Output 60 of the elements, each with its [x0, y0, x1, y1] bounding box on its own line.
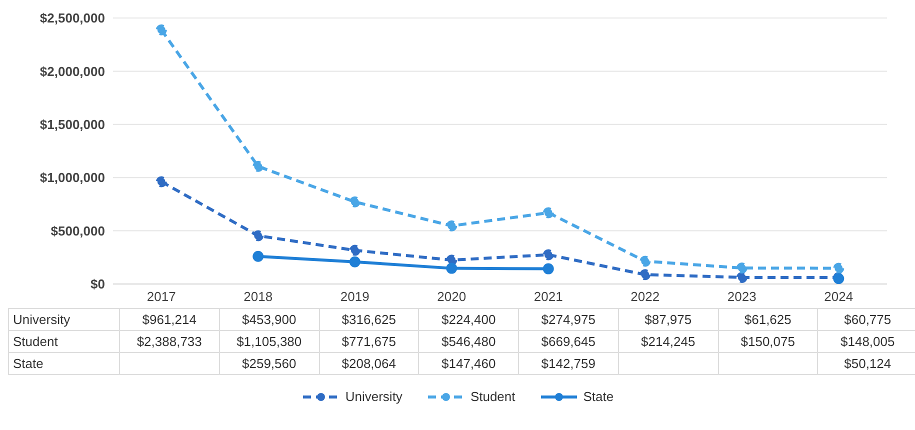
x-tick-label: 2023: [727, 289, 756, 304]
x-tick-label: 2022: [630, 289, 660, 304]
point: [349, 244, 360, 256]
y-tick-label: $500,000: [50, 223, 105, 238]
text: $453,900: [242, 312, 296, 327]
point: [156, 24, 167, 36]
y-tick-label: $1,000,000: [40, 170, 105, 186]
legend-label: Student: [470, 389, 516, 404]
point: [446, 262, 458, 274]
text: $274,975: [541, 312, 596, 327]
x-tick-label: 2024: [824, 289, 854, 304]
point: [542, 207, 554, 218]
text: Student: [13, 334, 58, 349]
point: [542, 263, 554, 274]
x-tick-label: 2018: [244, 289, 273, 304]
point: [736, 272, 748, 283]
legend-label: University: [345, 389, 402, 404]
x-tick-label: 2021: [534, 289, 563, 304]
text: $60,775: [844, 312, 892, 327]
point: [736, 262, 748, 274]
point: [640, 256, 651, 267]
text: $61,625: [744, 312, 792, 327]
text: $546,480: [442, 334, 496, 349]
y-tick-label: $0: [90, 276, 105, 292]
y-tick-label: $2,500,000: [40, 10, 105, 26]
text: University: [13, 312, 70, 327]
text: $147,460: [442, 356, 496, 371]
point: [833, 262, 844, 274]
point: [252, 230, 264, 242]
y-tick-label: $1,500,000: [40, 117, 105, 132]
point: [252, 160, 264, 172]
point: [252, 250, 264, 262]
legend-label: State: [583, 389, 614, 404]
text: $961,214: [142, 312, 196, 327]
point: [156, 176, 167, 188]
text: $1,105,380: [236, 334, 302, 349]
text: $771,675: [342, 334, 396, 349]
text: $142,759: [541, 356, 596, 371]
point: [349, 256, 360, 268]
x-tick-label: 2019: [340, 289, 370, 304]
text: $259,560: [242, 356, 296, 371]
text: $150,075: [740, 334, 795, 349]
x-tick-label: 2017: [146, 289, 176, 304]
text: $224,400: [442, 312, 496, 327]
point: [542, 249, 554, 260]
text: $148,005: [840, 334, 895, 349]
point: [349, 196, 360, 208]
text: $669,645: [541, 334, 596, 349]
y-tick-label: $2,000,000: [40, 64, 105, 79]
text: State: [13, 356, 44, 371]
point: [446, 220, 458, 232]
text: $2,388,733: [136, 334, 202, 349]
text: $214,245: [641, 334, 696, 349]
x-tick-label: 2020: [437, 289, 466, 304]
text: $50,124: [844, 356, 892, 371]
text: $87,975: [644, 312, 692, 327]
point: [640, 269, 651, 280]
text: $316,625: [342, 312, 396, 327]
point: [446, 254, 458, 266]
text: $208,064: [342, 356, 396, 371]
